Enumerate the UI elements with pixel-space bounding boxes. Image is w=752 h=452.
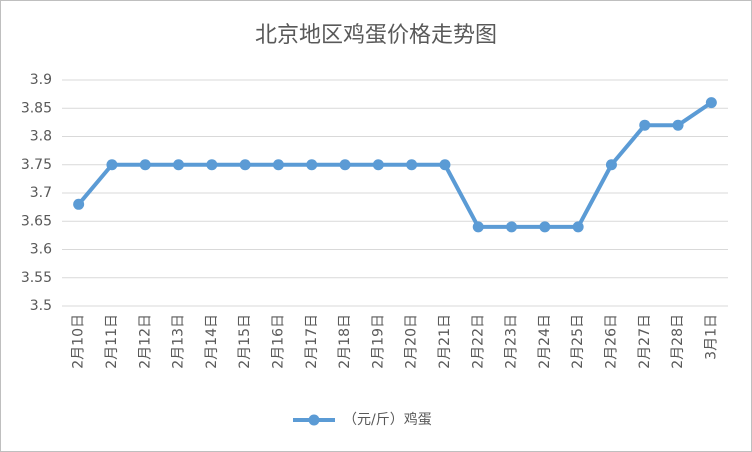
point xyxy=(339,159,351,171)
point xyxy=(73,198,85,210)
point xyxy=(372,159,384,171)
x-tick-label: 2月22日 xyxy=(470,314,486,369)
x-tick-label: 2月27日 xyxy=(637,314,653,369)
point xyxy=(672,119,684,131)
point xyxy=(539,221,551,233)
x-tick-label: 2月15日 xyxy=(237,314,253,369)
x-tick-label: 3月1日 xyxy=(703,314,719,360)
y-tick-label: 3.55 xyxy=(21,270,52,286)
x-tick-label: 2月19日 xyxy=(370,314,386,369)
point xyxy=(306,159,318,171)
point xyxy=(639,119,651,131)
y-tick-label: 3.9 xyxy=(30,72,52,88)
y-tick-label: 3.75 xyxy=(21,157,52,173)
point xyxy=(139,159,151,171)
point xyxy=(439,159,451,171)
x-tick-label: 2月18日 xyxy=(337,314,353,369)
point xyxy=(472,221,484,233)
y-tick-label: 3.65 xyxy=(21,213,52,229)
x-tick-label: 2月21日 xyxy=(437,314,453,369)
y-tick-label: 3.7 xyxy=(30,185,52,201)
x-tick-label: 2月13日 xyxy=(171,314,187,369)
point xyxy=(406,159,418,171)
legend-label: （元/斤）鸡蛋 xyxy=(343,411,432,428)
x-tick-label: 2月10日 xyxy=(71,314,87,369)
x-tick-label: 2月16日 xyxy=(270,314,286,369)
x-tick-label: 2月11日 xyxy=(104,314,120,369)
x-tick-label: 2月26日 xyxy=(603,314,619,369)
x-tick-label: 2月14日 xyxy=(204,314,220,369)
legend-marker xyxy=(308,414,320,426)
y-tick-label: 3.8 xyxy=(30,129,52,145)
x-tick-label: 2月17日 xyxy=(304,314,320,369)
x-tick-label: 2月20日 xyxy=(404,314,420,369)
point xyxy=(106,159,118,171)
point xyxy=(605,159,617,171)
point xyxy=(506,221,518,233)
point xyxy=(173,159,185,171)
point xyxy=(705,97,717,109)
x-tick-label: 2月12日 xyxy=(137,314,153,369)
x-tick-label: 2月23日 xyxy=(504,314,520,369)
point xyxy=(206,159,218,171)
y-tick-label: 3.5 xyxy=(30,298,52,314)
chart-title: 北京地区鸡蛋价格走势图 xyxy=(255,23,497,48)
point xyxy=(572,221,584,233)
y-tick-label: 3.85 xyxy=(21,100,52,116)
point xyxy=(239,159,251,171)
series-line xyxy=(77,100,713,229)
point xyxy=(272,159,284,171)
y-tick-label: 3.6 xyxy=(30,242,52,258)
x-tick-label: 2月25日 xyxy=(570,314,586,369)
x-tick-label: 2月24日 xyxy=(537,314,553,369)
x-tick-label: 2月28日 xyxy=(670,314,686,369)
